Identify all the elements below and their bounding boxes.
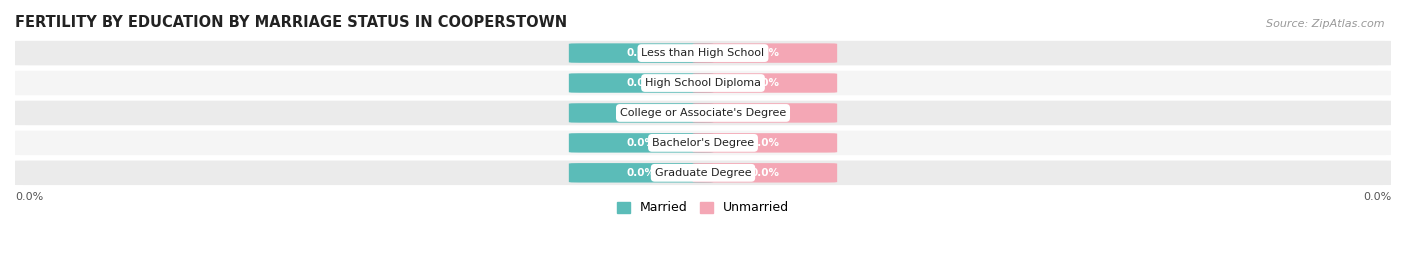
Text: 0.0%: 0.0% bbox=[627, 108, 655, 118]
Text: College or Associate's Degree: College or Associate's Degree bbox=[620, 108, 786, 118]
FancyBboxPatch shape bbox=[569, 103, 713, 123]
Text: 0.0%: 0.0% bbox=[751, 78, 779, 88]
FancyBboxPatch shape bbox=[1, 131, 1405, 155]
Text: 0.0%: 0.0% bbox=[751, 108, 779, 118]
FancyBboxPatch shape bbox=[1, 161, 1405, 185]
FancyBboxPatch shape bbox=[693, 133, 837, 153]
Text: 0.0%: 0.0% bbox=[627, 168, 655, 178]
Text: 0.0%: 0.0% bbox=[627, 78, 655, 88]
Text: Source: ZipAtlas.com: Source: ZipAtlas.com bbox=[1267, 19, 1385, 29]
Text: FERTILITY BY EDUCATION BY MARRIAGE STATUS IN COOPERSTOWN: FERTILITY BY EDUCATION BY MARRIAGE STATU… bbox=[15, 15, 567, 30]
Text: 0.0%: 0.0% bbox=[751, 168, 779, 178]
FancyBboxPatch shape bbox=[693, 103, 837, 123]
Text: Less than High School: Less than High School bbox=[641, 48, 765, 58]
FancyBboxPatch shape bbox=[693, 73, 837, 93]
Text: High School Diploma: High School Diploma bbox=[645, 78, 761, 88]
FancyBboxPatch shape bbox=[569, 163, 713, 183]
Text: 0.0%: 0.0% bbox=[1362, 192, 1391, 202]
FancyBboxPatch shape bbox=[569, 73, 713, 93]
FancyBboxPatch shape bbox=[1, 41, 1405, 65]
Text: Bachelor's Degree: Bachelor's Degree bbox=[652, 138, 754, 148]
FancyBboxPatch shape bbox=[569, 43, 713, 63]
Text: 0.0%: 0.0% bbox=[751, 138, 779, 148]
FancyBboxPatch shape bbox=[1, 71, 1405, 95]
Text: 0.0%: 0.0% bbox=[627, 138, 655, 148]
FancyBboxPatch shape bbox=[693, 43, 837, 63]
FancyBboxPatch shape bbox=[569, 133, 713, 153]
FancyBboxPatch shape bbox=[693, 163, 837, 183]
Text: Graduate Degree: Graduate Degree bbox=[655, 168, 751, 178]
Text: 0.0%: 0.0% bbox=[15, 192, 44, 202]
Text: 0.0%: 0.0% bbox=[751, 48, 779, 58]
Text: 0.0%: 0.0% bbox=[627, 48, 655, 58]
FancyBboxPatch shape bbox=[1, 101, 1405, 125]
Legend: Married, Unmarried: Married, Unmarried bbox=[617, 201, 789, 214]
